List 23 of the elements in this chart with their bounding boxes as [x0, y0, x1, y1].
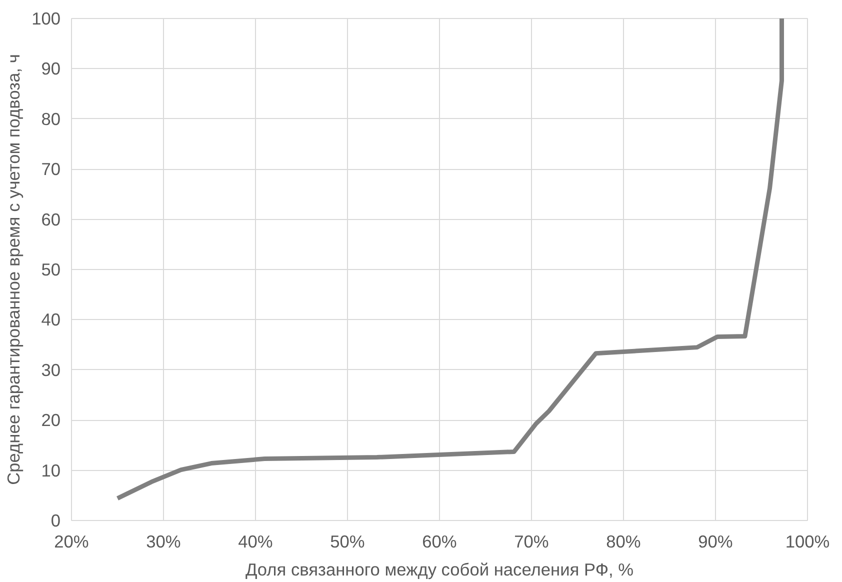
- x-tick-label: 90%: [698, 532, 733, 552]
- x-tick-label: 20%: [54, 532, 89, 552]
- line-series: [115, 18, 784, 501]
- y-tick-label: 40: [41, 310, 61, 330]
- x-axis-title: Доля связанного между собой населения РФ, %: [245, 560, 634, 580]
- y-tick-label: 30: [41, 360, 61, 380]
- x-tick-label: 30%: [146, 532, 181, 552]
- y-axis-title: Среднее гарантированное время с учетом подвоза, ч: [4, 54, 24, 485]
- y-tick-label: 20: [41, 410, 61, 430]
- y-tick-label: 90: [41, 58, 61, 79]
- x-tick-label: 70%: [514, 532, 549, 552]
- y-tick-label: 0: [50, 510, 61, 530]
- y-tick-label: 60: [41, 209, 61, 230]
- y-tick-label: 100: [32, 8, 61, 28]
- x-tick-label: 40%: [238, 532, 273, 552]
- x-tick-label: 80%: [606, 532, 641, 552]
- x-tick-label: 60%: [422, 532, 457, 552]
- y-tick-label: 70: [41, 159, 61, 180]
- x-tick-label: 50%: [330, 532, 365, 552]
- y-tick-label: 80: [41, 108, 61, 129]
- y-tick-label: 50: [41, 260, 61, 280]
- x-tick-label: 100%: [785, 532, 830, 552]
- y-tick-label: 10: [41, 460, 61, 480]
